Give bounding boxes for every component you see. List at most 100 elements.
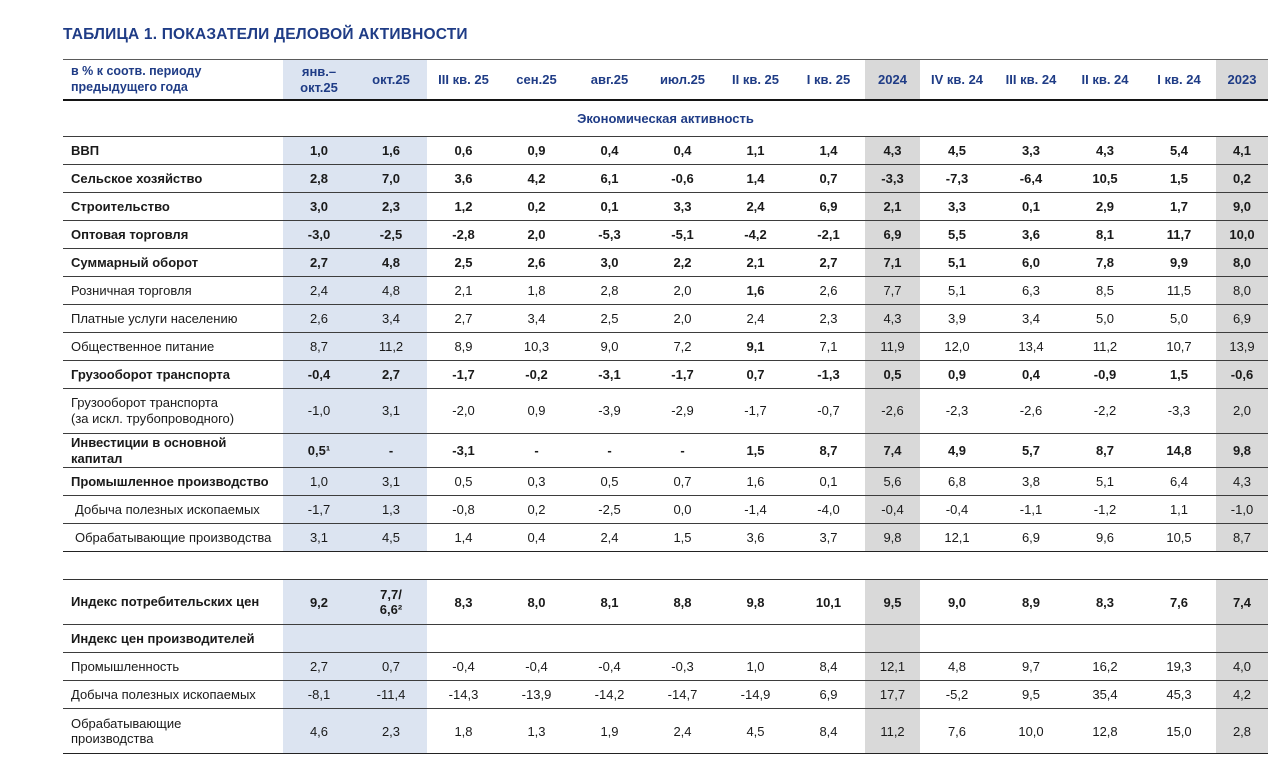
value-cell: -2,3 bbox=[945, 403, 969, 419]
table-row: Грузооборот транспорта (за искл. трубопр… bbox=[63, 388, 1268, 434]
value-cell: 2,5 bbox=[600, 310, 619, 326]
value-cell: 1,0 bbox=[283, 136, 355, 165]
value-cell: 1,6 bbox=[355, 136, 427, 165]
column-header: авг.25 bbox=[590, 71, 629, 87]
value-cell: 12,0 bbox=[944, 338, 970, 354]
table-row: Строительство 3,0 2,3 1,2 0,2 0,1 3,3 2,4 6,9 2,1… bbox=[63, 192, 1268, 221]
value-cell: 7,7 bbox=[865, 276, 920, 305]
value-cell: 5,1 bbox=[947, 282, 967, 298]
value-cell: 4,2 bbox=[527, 170, 546, 186]
value-cell: 5,0 bbox=[1169, 310, 1189, 326]
table-row: Платные услуги населению 2,6 3,4 2,7 3,4 2,5 2… bbox=[63, 304, 1268, 333]
value-cell: 1,4 bbox=[746, 170, 765, 186]
value-cell: 10,0 bbox=[1216, 220, 1268, 249]
value-cell: -1,7 bbox=[283, 495, 355, 524]
value-cell bbox=[1142, 625, 1216, 653]
value-cell: 2,7 bbox=[283, 652, 355, 681]
value-cell: -11,4 bbox=[355, 680, 427, 709]
value-cell bbox=[355, 624, 427, 653]
value-cell: 2,0 bbox=[527, 226, 546, 242]
row-label: Индекс потребительских цен bbox=[71, 594, 260, 610]
table-row: Добыча полезных ископаемых -1,7 1,3 -0,8 0,2… bbox=[63, 495, 1268, 524]
value-cell: 6,8 bbox=[947, 474, 967, 490]
column-header: 2024 bbox=[865, 59, 920, 100]
row-label: Строительство bbox=[71, 198, 170, 214]
value-cell: 8,3 bbox=[1095, 594, 1115, 610]
column-header: III кв. 24 bbox=[1005, 71, 1057, 87]
value-cell: 0,4 bbox=[673, 142, 692, 158]
value-cell: -1,0 bbox=[1216, 495, 1268, 524]
value-cell: 8,7 bbox=[1095, 442, 1115, 458]
value-cell: -2,6 bbox=[865, 388, 920, 434]
value-cell: 10,3 bbox=[523, 338, 550, 354]
value-cell: 3,1 bbox=[355, 388, 427, 434]
value-cell: 1,6 bbox=[746, 474, 765, 490]
value-cell: 8,0 bbox=[1216, 276, 1268, 305]
value-cell: 0,7 bbox=[673, 474, 692, 490]
table-row: Добыча полезных ископаемых -8,1 -11,4 -14,3… bbox=[63, 680, 1268, 709]
value-cell: -4,2 bbox=[744, 226, 767, 242]
value-cell: 3,4 bbox=[355, 304, 427, 333]
value-cell: 8,0 bbox=[1216, 248, 1268, 277]
value-cell: -2,1 bbox=[817, 226, 840, 242]
table-row: Промышленность 2,7 0,7 -0,4 -0,4 -0,4 -0,3 1,0 8… bbox=[63, 652, 1268, 681]
price-index-table: Индекс потребительских цен 9,2 7,7/ 6,6² 8,… bbox=[63, 579, 1268, 754]
column-header: сен.25 bbox=[516, 71, 557, 87]
value-cell: -0,4 bbox=[452, 659, 475, 675]
value-cell: 0,4 bbox=[527, 530, 546, 546]
value-cell: 3,3 bbox=[1021, 142, 1041, 158]
value-cell: 1,5 bbox=[1169, 366, 1189, 382]
value-cell: 3,6 bbox=[1021, 226, 1041, 242]
value-cell: 2,6 bbox=[527, 254, 546, 270]
value-cell: 0,3 bbox=[527, 474, 546, 490]
value-cell: 1,3 bbox=[355, 495, 427, 524]
column-header: I кв. 25 bbox=[806, 71, 851, 87]
row-label: Добыча полезных ископаемых bbox=[71, 686, 256, 702]
table-row: Индекс потребительских цен 9,2 7,7/ 6,6² 8,… bbox=[63, 579, 1268, 625]
column-header: III кв. 25 bbox=[438, 71, 489, 87]
row-label: Промышленное производство bbox=[71, 473, 269, 489]
value-cell: 7,1 bbox=[865, 248, 920, 277]
value-cell: -4,0 bbox=[817, 502, 840, 518]
value-cell: 8,8 bbox=[673, 594, 692, 610]
value-cell: -2,5 bbox=[598, 502, 621, 518]
value-cell: 2,3 bbox=[355, 192, 427, 221]
row-label: Индекс цен производителей bbox=[71, 630, 255, 646]
value-cell: -2,8 bbox=[452, 226, 475, 242]
value-cell: 4,3 bbox=[865, 136, 920, 165]
value-cell: 1,4 bbox=[454, 530, 473, 546]
value-cell: -0,8 bbox=[452, 502, 475, 518]
value-cell: 5,6 bbox=[865, 467, 920, 496]
value-cell: -14,2 bbox=[594, 687, 625, 703]
value-cell: 3,9 bbox=[947, 310, 967, 326]
value-cell: -0,4 bbox=[865, 495, 920, 524]
value-cell: 8,7 bbox=[1216, 523, 1268, 552]
value-cell: 2,6 bbox=[819, 282, 838, 298]
value-cell: 19,3 bbox=[1166, 659, 1192, 675]
value-cell: 3,0 bbox=[600, 254, 619, 270]
value-cell bbox=[792, 625, 865, 653]
table-row: Суммарный оборот 2,7 4,8 2,5 2,6 3,0 2,2 2,1 2,7… bbox=[63, 248, 1268, 277]
value-cell: -3,3 bbox=[1167, 403, 1191, 419]
column-header: июл.25 bbox=[659, 71, 706, 87]
value-cell: -6,4 bbox=[1019, 170, 1043, 186]
value-cell: 1,5 bbox=[746, 442, 765, 458]
page-title: ТАБЛИЦА 1. ПОКАЗАТЕЛИ ДЕЛОВОЙ АКТИВНОСТИ bbox=[63, 26, 468, 43]
value-cell: 3,6 bbox=[454, 170, 473, 186]
value-cell: 1,5 bbox=[1169, 170, 1189, 186]
value-cell: 2,3 bbox=[355, 708, 427, 754]
table-row: Обрабатывающие производства 4,6 2,3 1,8 1,3 1… bbox=[63, 708, 1268, 754]
value-cell: 0,7 bbox=[355, 652, 427, 681]
value-cell: 8,3 bbox=[454, 594, 473, 610]
row-label: Оптовая торговля bbox=[71, 226, 189, 242]
value-cell: -13,9 bbox=[521, 687, 552, 703]
value-cell: 7,7/ 6,6² bbox=[355, 579, 427, 625]
value-cell: 2,1 bbox=[865, 192, 920, 221]
value-cell: 8,4 bbox=[819, 723, 838, 739]
column-header: II кв. 25 bbox=[731, 71, 780, 87]
value-cell bbox=[500, 625, 573, 653]
row-label: Добыча полезных ископаемых bbox=[75, 501, 260, 517]
value-cell: -0,4 bbox=[283, 360, 355, 389]
value-cell: 1,8 bbox=[527, 282, 546, 298]
